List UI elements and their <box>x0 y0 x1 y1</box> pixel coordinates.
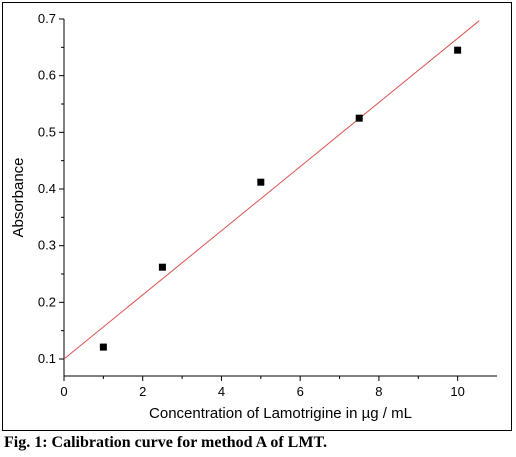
y-tick-label: 0.5 <box>38 124 56 139</box>
y-tick-label: 0.3 <box>38 238 56 253</box>
y-axis-label: Absorbance <box>10 157 27 237</box>
x-tick-label: 8 <box>375 384 382 399</box>
x-tick-label: 2 <box>139 384 146 399</box>
y-tick-label: 0.6 <box>38 68 56 83</box>
data-points <box>99 46 462 351</box>
axes <box>63 19 497 377</box>
chart-frame: 0 2 4 6 8 10 0.1 0.2 0.3 0.4 0.5 0.6 0.7 Concentrati… <box>2 2 512 431</box>
x-axis-label: Concentration of Lamotrigine in µg / mL <box>149 405 412 422</box>
data-point <box>158 263 166 271</box>
data-point <box>454 46 462 54</box>
data-point <box>99 343 107 351</box>
fit-line <box>63 20 480 360</box>
y-tick-label: 0.7 <box>38 11 56 26</box>
ticks: 0 2 4 6 8 10 0.1 0.2 0.3 0.4 0.5 0.6 0.7 <box>38 11 465 399</box>
x-tick-label: 0 <box>60 384 67 399</box>
figure-caption: Fig. 1: Calibration curve for method A o… <box>4 434 327 451</box>
x-tick-label: 4 <box>218 384 225 399</box>
x-tick-label: 10 <box>450 384 464 399</box>
y-tick-label: 0.4 <box>38 181 56 196</box>
y-tick-label: 0.1 <box>38 351 56 366</box>
fit-line-group <box>63 20 480 360</box>
calibration-chart: 0 2 4 6 8 10 0.1 0.2 0.3 0.4 0.5 0.6 0.7 Concentrati… <box>10 11 497 422</box>
y-tick-label: 0.2 <box>38 294 56 309</box>
data-point <box>355 114 363 122</box>
x-tick-label: 6 <box>297 384 304 399</box>
data-point <box>257 178 265 186</box>
